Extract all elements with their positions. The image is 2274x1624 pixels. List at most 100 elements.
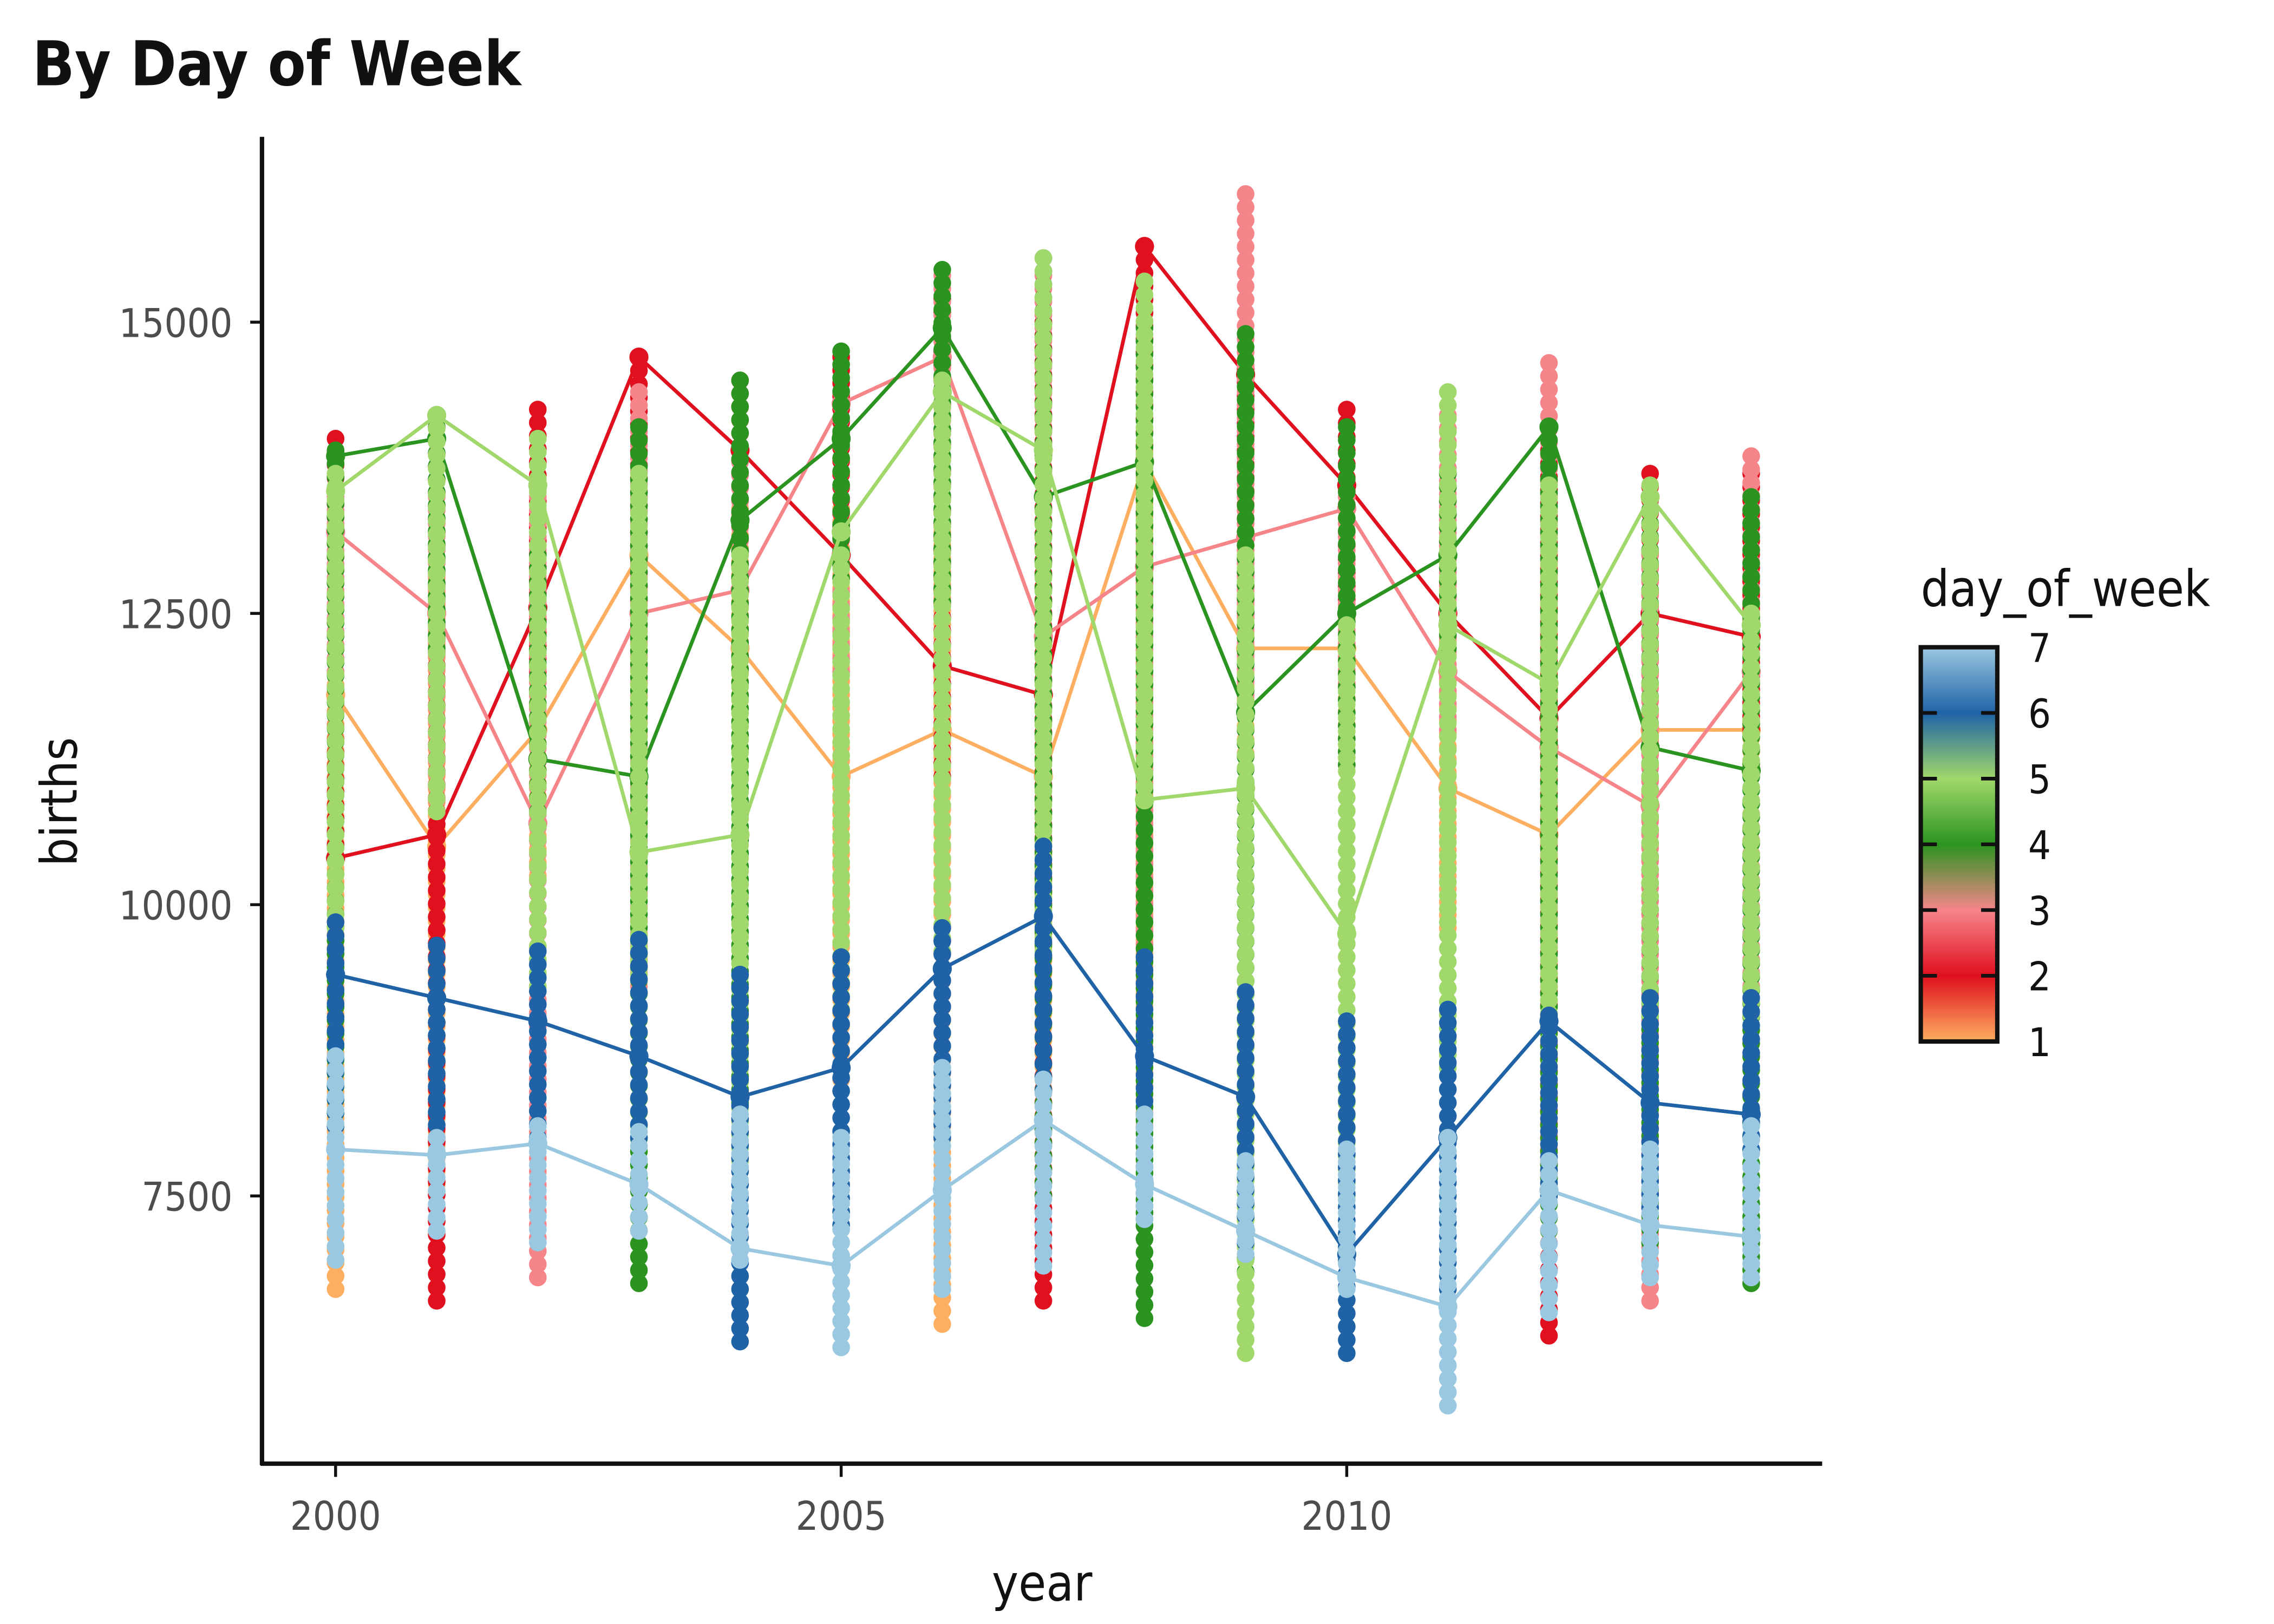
data-point xyxy=(731,1145,749,1163)
data-point xyxy=(1337,1268,1357,1287)
data-point xyxy=(1540,859,1558,878)
data-point xyxy=(630,794,648,813)
data-point xyxy=(629,1175,649,1194)
data-point xyxy=(529,430,547,448)
data-point xyxy=(428,486,446,503)
data-point xyxy=(832,1109,850,1127)
data-point xyxy=(1338,881,1356,900)
data-point xyxy=(832,680,850,698)
data-point xyxy=(1338,535,1356,553)
data-point xyxy=(832,773,850,791)
data-point xyxy=(428,1090,446,1108)
data-point xyxy=(1338,815,1356,833)
data-point xyxy=(529,1268,547,1287)
data-point xyxy=(932,318,952,338)
data-point xyxy=(1439,847,1457,865)
data-point xyxy=(1539,1180,1559,1200)
data-point xyxy=(1439,1209,1457,1227)
data-point xyxy=(1338,1318,1356,1336)
data-point xyxy=(529,897,547,915)
data-point xyxy=(1641,1140,1659,1158)
data-point xyxy=(1439,1107,1457,1125)
data-point xyxy=(326,798,345,817)
data-point xyxy=(1034,1163,1053,1182)
data-point xyxy=(731,638,749,657)
data-point xyxy=(1439,542,1457,560)
data-point xyxy=(428,881,446,900)
data-point xyxy=(1338,1216,1356,1235)
data-point xyxy=(932,1180,952,1200)
data-point xyxy=(630,676,648,693)
data-point xyxy=(1338,828,1356,847)
data-point xyxy=(1439,1129,1457,1147)
data-point xyxy=(731,928,749,946)
data-point xyxy=(428,894,446,913)
data-point xyxy=(933,1024,951,1042)
data-point xyxy=(1742,1172,1760,1190)
x-tick-label: 2005 xyxy=(796,1494,887,1540)
data-point xyxy=(529,1036,547,1053)
data-point xyxy=(933,504,951,522)
data-point xyxy=(1439,1249,1457,1267)
data-point xyxy=(1742,859,1760,877)
data-point xyxy=(933,544,951,562)
data-point xyxy=(428,1208,446,1227)
data-point xyxy=(428,1013,446,1031)
data-point xyxy=(630,518,648,535)
data-point xyxy=(1439,966,1457,984)
data-point xyxy=(1338,1255,1356,1273)
data-point xyxy=(528,1134,547,1154)
data-point xyxy=(1034,542,1053,560)
data-point xyxy=(1338,1078,1356,1097)
data-point xyxy=(630,900,648,918)
data-point xyxy=(529,969,547,987)
data-point xyxy=(933,1302,951,1320)
data-point xyxy=(1641,1002,1659,1020)
data-point xyxy=(1439,807,1457,825)
data-point xyxy=(1135,1256,1154,1274)
data-point xyxy=(1540,1084,1558,1102)
data-point xyxy=(630,1137,648,1155)
data-point xyxy=(1540,991,1558,1009)
data-point xyxy=(1237,692,1254,711)
data-point xyxy=(1135,1118,1154,1137)
data-point xyxy=(933,438,951,456)
data-point xyxy=(1742,658,1760,676)
data-point xyxy=(1237,932,1254,950)
data-point xyxy=(1641,1120,1659,1138)
data-point xyxy=(1237,559,1254,578)
data-point xyxy=(1439,648,1457,666)
data-point xyxy=(1540,899,1558,917)
data-point xyxy=(1237,613,1254,631)
data-point xyxy=(1338,974,1356,993)
data-point xyxy=(428,1182,446,1200)
data-point xyxy=(1135,847,1154,865)
data-point xyxy=(1135,961,1154,979)
data-point xyxy=(1135,472,1154,490)
data-point xyxy=(831,1058,851,1078)
data-point xyxy=(1742,989,1760,1007)
data-point xyxy=(1135,684,1154,703)
data-point xyxy=(630,557,648,575)
data-point xyxy=(832,1042,850,1060)
data-point xyxy=(933,610,951,628)
data-point xyxy=(1338,522,1356,540)
data-point xyxy=(630,431,648,449)
data-point xyxy=(428,1077,446,1096)
data-point xyxy=(630,715,648,733)
data-point xyxy=(1034,1097,1053,1115)
data-point xyxy=(1034,1243,1053,1262)
data-point xyxy=(1338,948,1356,966)
data-point xyxy=(428,420,446,437)
x-tick-label: 2000 xyxy=(290,1494,381,1540)
data-point xyxy=(1034,689,1053,707)
data-point xyxy=(529,857,547,875)
data-point xyxy=(1540,714,1558,732)
data-point xyxy=(933,1059,951,1077)
data-point xyxy=(832,787,850,805)
data-point xyxy=(630,649,648,667)
data-point xyxy=(1034,329,1053,347)
data-point xyxy=(731,1198,749,1216)
data-point xyxy=(933,770,951,788)
data-point xyxy=(1540,1135,1558,1154)
